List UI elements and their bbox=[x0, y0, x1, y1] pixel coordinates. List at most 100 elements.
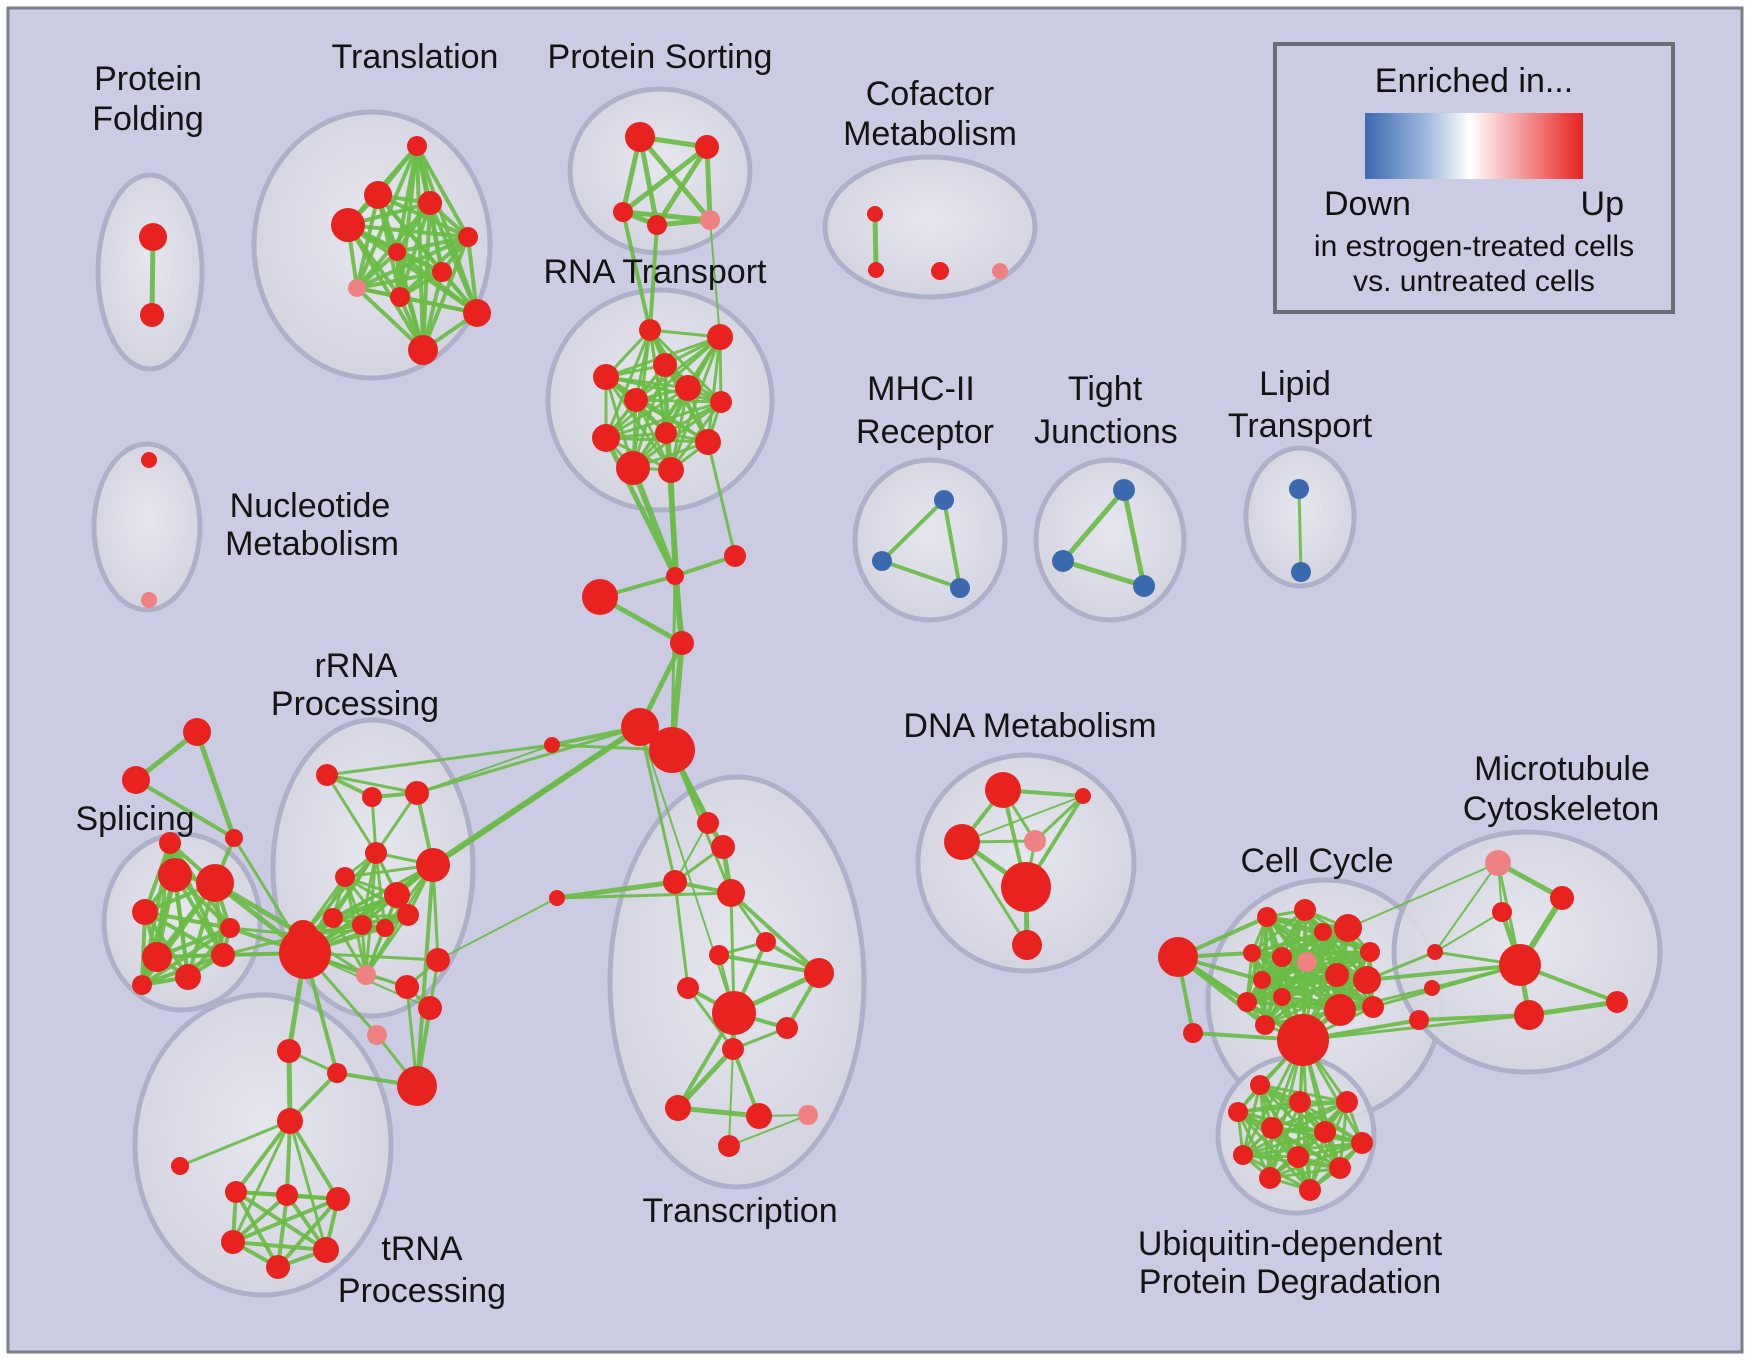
network-edge bbox=[675, 1105, 762, 1119]
gene-set-node bbox=[196, 864, 234, 902]
network-edge bbox=[374, 791, 419, 855]
network-edge bbox=[331, 913, 410, 920]
gene-set-node bbox=[364, 181, 392, 209]
gene-set-node bbox=[1324, 994, 1356, 1026]
gene-set-node bbox=[279, 927, 331, 979]
gene-set-node bbox=[712, 991, 756, 1035]
gene-set-node bbox=[616, 451, 650, 485]
network-edge bbox=[364, 913, 410, 977]
gene-set-node bbox=[1237, 992, 1257, 1012]
gene-set-node bbox=[1329, 1157, 1351, 1179]
legend-axis-labels: Down Up bbox=[1324, 185, 1624, 224]
gene-set-node bbox=[1259, 1167, 1281, 1189]
gene-set-node bbox=[132, 975, 152, 995]
gene-set-node bbox=[756, 932, 776, 952]
cluster-lipid-transport-label: Transport bbox=[1228, 407, 1373, 445]
gene-set-node bbox=[408, 335, 438, 365]
gene-set-node bbox=[621, 708, 659, 746]
gene-set-node bbox=[1250, 1075, 1270, 1095]
cluster-microtubule-cytoskeleton-label: Cytoskeleton bbox=[1463, 790, 1660, 828]
gene-set-node bbox=[1299, 1179, 1321, 1201]
network-edge bbox=[416, 744, 553, 794]
cluster-cofactor-metabolism-label: Metabolism bbox=[843, 115, 1017, 153]
gene-set-node bbox=[276, 1184, 298, 1206]
gene-set-node bbox=[1255, 1015, 1275, 1035]
cluster-tight-junctions-label: Junctions bbox=[1034, 413, 1178, 451]
network-edge bbox=[638, 725, 677, 884]
network-edge bbox=[704, 144, 713, 223]
cluster-trna-processing-ellipse bbox=[132, 992, 394, 1298]
cluster-protein-folding-ellipse bbox=[95, 172, 205, 372]
gene-set-node bbox=[992, 263, 1008, 279]
network-edge bbox=[143, 910, 232, 930]
network-edge bbox=[621, 210, 652, 332]
network-edge bbox=[234, 1119, 292, 1194]
network-edge bbox=[346, 223, 425, 352]
gene-set-node bbox=[220, 918, 240, 938]
network-edge bbox=[1250, 930, 1325, 955]
gene-set-node bbox=[1228, 1102, 1248, 1122]
gene-set-node bbox=[183, 718, 211, 746]
network-edge bbox=[1365, 963, 1522, 982]
network-edge bbox=[639, 726, 735, 1014]
network-edge bbox=[675, 1046, 736, 1111]
cluster-tight-junctions-label: Tight bbox=[1068, 370, 1143, 408]
network-edge bbox=[288, 1119, 340, 1201]
gene-set-node bbox=[1113, 479, 1135, 501]
gene-set-node bbox=[323, 908, 343, 928]
gene-set-node bbox=[1291, 562, 1311, 582]
legend-caption-line2: vs. untreated cells bbox=[1353, 264, 1595, 298]
cluster-nucleotide-metabolism-label: Nucleotide bbox=[230, 487, 391, 525]
gene-set-node bbox=[944, 824, 980, 860]
gene-set-node bbox=[709, 945, 729, 965]
cluster-splicing-label: Splicing bbox=[75, 800, 194, 838]
gene-set-node bbox=[746, 1103, 772, 1129]
cluster-translation-label: Translation bbox=[332, 38, 499, 76]
network-edge bbox=[331, 916, 368, 977]
gene-set-node bbox=[175, 964, 201, 990]
network-edge bbox=[1121, 487, 1147, 589]
gene-set-node bbox=[158, 858, 192, 892]
network-edge bbox=[1268, 1100, 1302, 1180]
gene-set-node bbox=[277, 1039, 301, 1063]
network-edge bbox=[1434, 862, 1499, 953]
network-edge bbox=[231, 1240, 328, 1252]
network-edge bbox=[673, 880, 690, 990]
gene-set-node bbox=[122, 766, 150, 794]
gene-set-node bbox=[1409, 1010, 1429, 1030]
gene-set-node bbox=[639, 319, 661, 341]
network-edge bbox=[717, 953, 821, 975]
gene-set-node bbox=[416, 848, 450, 882]
cluster-trna-processing-label: tRNA bbox=[381, 1230, 463, 1268]
network-edge bbox=[325, 743, 554, 777]
network-edge bbox=[1297, 487, 1303, 574]
gene-set-node bbox=[1052, 550, 1074, 572]
network-edge bbox=[686, 986, 735, 1051]
cluster-transcription-label: Transcription bbox=[642, 1192, 837, 1230]
cluster-tight-junctions-ellipse bbox=[1033, 457, 1187, 623]
cluster-cell-cycle-label: Cell Cycle bbox=[1240, 842, 1393, 880]
gene-set-node bbox=[1550, 886, 1574, 910]
network-edge bbox=[355, 193, 380, 290]
gene-set-node bbox=[171, 1157, 189, 1175]
gene-set-node bbox=[717, 879, 745, 907]
gene-set-node bbox=[390, 287, 410, 307]
gene-set-node bbox=[663, 870, 687, 894]
network-edge bbox=[134, 778, 236, 840]
network-edge bbox=[555, 891, 733, 900]
legend-title: Enriched in... bbox=[1374, 62, 1574, 100]
network-edge bbox=[1241, 1130, 1327, 1157]
gene-set-node bbox=[463, 299, 491, 327]
gene-set-node bbox=[804, 958, 834, 988]
network-edge bbox=[706, 335, 722, 444]
gene-set-node bbox=[625, 122, 655, 152]
gene-set-node bbox=[132, 899, 158, 925]
gene-set-node bbox=[1261, 1117, 1283, 1139]
network-edge bbox=[325, 773, 378, 855]
gene-set-node bbox=[397, 904, 419, 926]
gene-set-node bbox=[931, 262, 949, 280]
gene-set-node bbox=[697, 812, 719, 834]
gene-set-node bbox=[582, 579, 618, 615]
network-edge bbox=[1250, 908, 1307, 955]
gene-set-node bbox=[934, 490, 954, 510]
